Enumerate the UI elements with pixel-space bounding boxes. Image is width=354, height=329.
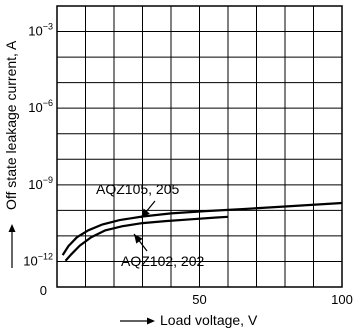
series-label-aqz102-arrowhead (134, 234, 143, 244)
series-label-aqz102-text: AQZ102, 202 (121, 253, 204, 269)
series-line-aqz102 (64, 215, 229, 262)
x-tick-labels: 50 100 (192, 292, 353, 307)
x-axis-title-text: Load voltage, V (160, 312, 258, 328)
y-axis-arrow-icon (8, 224, 16, 232)
x-tick-label: 100 (331, 292, 353, 307)
series-label-aqz105-arrowhead (141, 208, 150, 218)
series (61, 201, 343, 262)
grid (57, 6, 342, 287)
y-tick-label: 10−12 (23, 251, 53, 268)
y-tick-label: 10−3 (28, 22, 53, 39)
series-label-aqz105: AQZ105, 205 (96, 181, 179, 219)
y-axis-title: Off state leakage current, A (3, 40, 19, 268)
x-axis-arrow-icon (147, 317, 155, 325)
plot-frame (56, 5, 343, 288)
series-line-aqz105 (61, 201, 343, 256)
x-tick-label: 50 (192, 292, 206, 307)
y-axis-title-text: Off state leakage current, A (3, 40, 19, 210)
series-label-aqz105-text: AQZ105, 205 (96, 181, 179, 197)
series-label-aqz102: AQZ102, 202 (121, 233, 204, 269)
y-tick-label: 10−6 (28, 98, 53, 115)
x-axis-title: Load voltage, V (120, 312, 258, 328)
y-tick-labels: 0 10−12 10−9 10−6 10−3 (23, 22, 53, 298)
y-tick-label: 0 (40, 283, 47, 298)
y-tick-label: 10−9 (28, 175, 53, 192)
